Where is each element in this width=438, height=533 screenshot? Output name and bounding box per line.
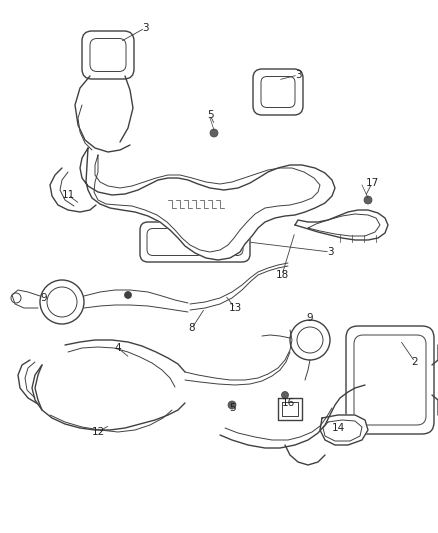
Text: 3: 3 <box>141 23 148 33</box>
Text: 9: 9 <box>307 313 313 323</box>
Polygon shape <box>80 148 335 260</box>
Text: 5: 5 <box>207 110 213 120</box>
Polygon shape <box>32 365 185 430</box>
Circle shape <box>124 292 131 298</box>
Text: 14: 14 <box>332 423 345 433</box>
Text: 3: 3 <box>327 247 333 257</box>
Text: 11: 11 <box>61 190 74 200</box>
Circle shape <box>228 401 236 409</box>
Circle shape <box>364 196 372 204</box>
Text: 12: 12 <box>92 427 105 437</box>
Text: 9: 9 <box>41 293 47 303</box>
Text: 4: 4 <box>115 343 121 353</box>
Text: 18: 18 <box>276 270 289 280</box>
Text: 16: 16 <box>281 398 295 408</box>
Text: 5: 5 <box>229 403 235 413</box>
Circle shape <box>282 392 289 399</box>
Circle shape <box>210 129 218 137</box>
Text: 13: 13 <box>228 303 242 313</box>
Text: 3: 3 <box>295 70 301 80</box>
Polygon shape <box>320 415 368 445</box>
Text: 8: 8 <box>189 323 195 333</box>
Text: 17: 17 <box>365 178 378 188</box>
Text: 2: 2 <box>412 357 418 367</box>
